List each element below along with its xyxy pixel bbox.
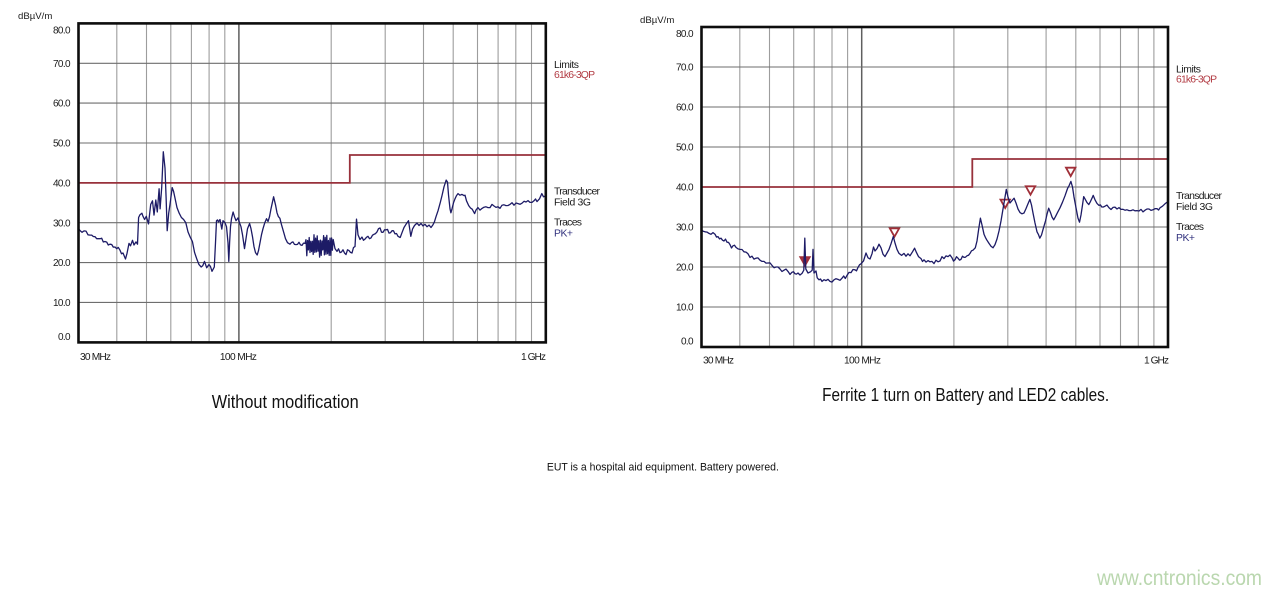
svg-text:EUT is a hospital aid equipmen: EUT is a hospital aid equipment. Battery…: [547, 462, 779, 474]
svg-text:Field 3G: Field 3G: [554, 197, 591, 208]
svg-text:Ferrite 1 turn on Battery and: Ferrite 1 turn on Battery and LED2 cable…: [822, 384, 1109, 405]
svg-text:Field 3G: Field 3G: [1176, 202, 1213, 213]
svg-text:50.0: 50.0: [676, 143, 694, 154]
svg-text:100 MHz: 100 MHz: [220, 352, 257, 363]
svg-text:40.0: 40.0: [53, 179, 71, 190]
svg-text:70.0: 70.0: [53, 59, 71, 70]
svg-text:0.0: 0.0: [58, 332, 71, 343]
svg-text:30.0: 30.0: [676, 223, 694, 234]
svg-text:30.0: 30.0: [53, 218, 71, 229]
svg-text:www.cntronics.com: www.cntronics.com: [1096, 566, 1262, 590]
svg-text:10.0: 10.0: [53, 298, 71, 309]
svg-text:70.0: 70.0: [676, 63, 694, 74]
svg-text:1 GHz: 1 GHz: [521, 352, 546, 363]
svg-text:60.0: 60.0: [676, 103, 694, 114]
svg-text:dBµV/m: dBµV/m: [18, 11, 52, 22]
svg-text:dBµV/m: dBµV/m: [640, 15, 674, 26]
svg-text:1 GHz: 1 GHz: [1144, 355, 1169, 366]
svg-text:20.0: 20.0: [53, 258, 71, 269]
svg-text:50.0: 50.0: [53, 139, 71, 150]
svg-text:61k6-3QP: 61k6-3QP: [1176, 75, 1217, 86]
svg-text:Transducer: Transducer: [1176, 191, 1223, 202]
svg-text:80.0: 80.0: [53, 25, 71, 36]
svg-text:Without modification: Without modification: [212, 391, 359, 412]
svg-text:0.0: 0.0: [681, 337, 694, 348]
svg-text:20.0: 20.0: [676, 263, 694, 274]
svg-text:30 MHz: 30 MHz: [703, 355, 734, 366]
svg-text:PK+: PK+: [554, 229, 573, 240]
svg-text:100 MHz: 100 MHz: [844, 355, 881, 366]
svg-text:Traces: Traces: [1176, 222, 1204, 233]
svg-text:Limits: Limits: [554, 60, 579, 71]
svg-text:Limits: Limits: [1176, 65, 1201, 76]
svg-text:61k6-3QP: 61k6-3QP: [554, 70, 595, 81]
svg-text:PK+: PK+: [1176, 233, 1195, 244]
svg-text:60.0: 60.0: [53, 99, 71, 110]
svg-text:80.0: 80.0: [676, 29, 694, 40]
svg-text:Traces: Traces: [554, 218, 582, 229]
svg-text:Transducer: Transducer: [554, 187, 601, 198]
svg-text:40.0: 40.0: [676, 183, 694, 194]
svg-text:30 MHz: 30 MHz: [80, 352, 111, 363]
svg-text:10.0: 10.0: [676, 303, 694, 314]
